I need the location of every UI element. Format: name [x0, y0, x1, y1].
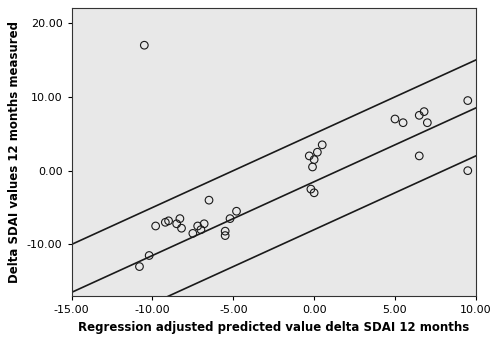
- Point: [145, 253, 153, 258]
- Point: [391, 116, 399, 122]
- Point: [424, 120, 432, 126]
- Point: [306, 153, 314, 159]
- X-axis label: Regression adjusted predicted value delta SDAI 12 months: Regression adjusted predicted value delt…: [78, 321, 469, 334]
- Point: [420, 109, 428, 114]
- Point: [178, 225, 186, 231]
- Point: [307, 186, 315, 192]
- Point: [221, 233, 229, 238]
- Point: [464, 168, 472, 173]
- Point: [194, 223, 202, 229]
- Point: [399, 120, 407, 126]
- Point: [310, 157, 318, 162]
- Point: [205, 197, 213, 203]
- Point: [310, 190, 318, 196]
- Point: [189, 231, 197, 236]
- Point: [221, 228, 229, 234]
- Y-axis label: Delta SDAI values 12 months measured: Delta SDAI values 12 months measured: [8, 21, 22, 283]
- Point: [416, 113, 424, 118]
- Point: [200, 221, 208, 226]
- Point: [416, 153, 424, 159]
- Point: [318, 142, 326, 147]
- Point: [314, 149, 322, 155]
- Point: [152, 223, 160, 229]
- Point: [164, 218, 172, 224]
- Point: [308, 164, 316, 170]
- Point: [136, 264, 143, 269]
- Point: [172, 221, 180, 226]
- Point: [464, 98, 472, 103]
- Point: [226, 216, 234, 221]
- Point: [162, 220, 170, 225]
- Point: [232, 209, 240, 214]
- Point: [140, 42, 148, 48]
- Point: [176, 216, 184, 221]
- Point: [197, 227, 205, 233]
